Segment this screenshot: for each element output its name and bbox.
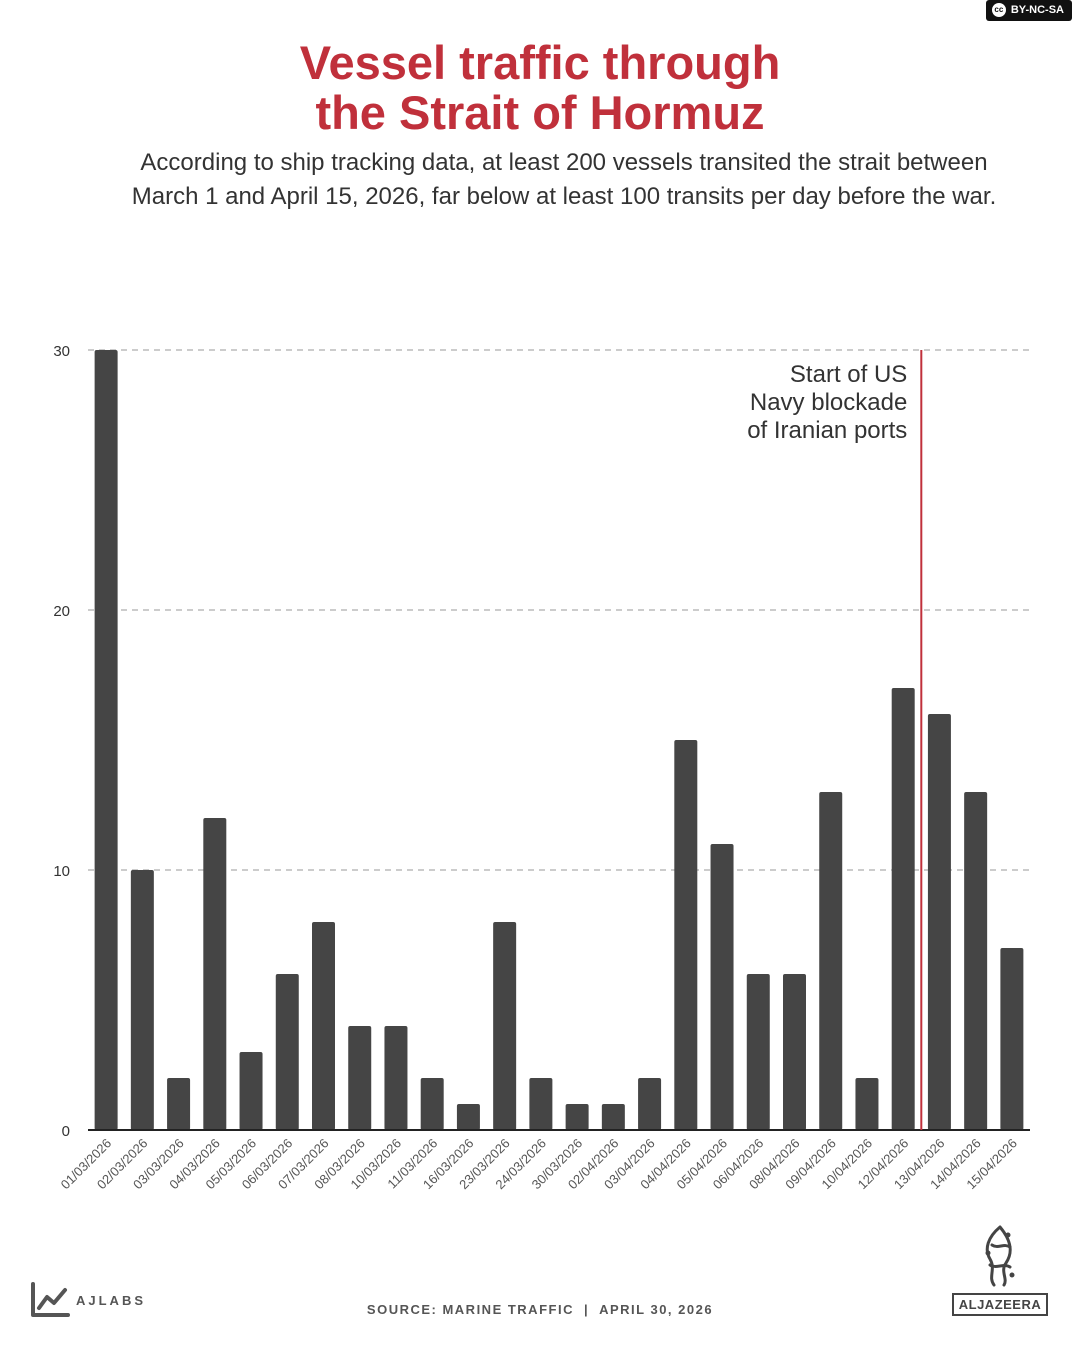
license-badge: cc BY-NC-SA — [985, 0, 1072, 21]
bar — [1000, 948, 1024, 1130]
bar — [710, 844, 734, 1130]
bar — [638, 1078, 662, 1130]
annotation-text: Navy blockade — [750, 389, 907, 416]
aljazeera-wordmark: ALJAZEERA — [951, 1293, 1049, 1316]
license-label: BY-NC-SA — [1010, 4, 1064, 16]
bar — [167, 1078, 191, 1130]
source-date: APRIL 30, 2026 — [599, 1302, 714, 1317]
bar — [348, 1026, 372, 1130]
bar — [130, 870, 154, 1130]
bar — [783, 974, 806, 1130]
bar — [239, 1052, 263, 1130]
bar — [927, 714, 951, 1130]
bar — [456, 1104, 480, 1130]
annotation-text: Start of US — [790, 361, 907, 388]
source-text: SOURCE: MARINE TRAFFIC — [366, 1302, 574, 1317]
line-chart-icon — [31, 1282, 70, 1317]
cc-icon: cc — [991, 3, 1006, 17]
bar — [384, 1026, 408, 1130]
bar — [203, 818, 227, 1130]
bar — [964, 792, 988, 1130]
bar — [891, 688, 915, 1130]
bar — [746, 974, 770, 1130]
annotation-text: of Iranian ports — [747, 417, 907, 444]
y-tick-label: 20 — [53, 603, 70, 620]
aljazeera-logo: ALJAZEERA — [951, 1225, 1049, 1316]
y-tick-label: 10 — [53, 863, 70, 880]
bar — [674, 740, 698, 1130]
bar-chart: 010203001/03/202602/03/202603/03/202604/… — [53, 343, 1030, 1192]
source-line: SOURCE: MARINE TRAFFIC | APRIL 30, 2026 — [0, 1302, 1080, 1317]
bar — [601, 1104, 625, 1130]
aljazeera-calligraphy-icon — [985, 1225, 1015, 1287]
bar — [529, 1078, 553, 1130]
title-line-2: the Strait of Hormuz — [315, 86, 765, 139]
bar — [420, 1078, 444, 1130]
source-separator: | — [583, 1302, 590, 1317]
bar — [819, 792, 843, 1130]
bar — [855, 1078, 879, 1130]
y-tick-label: 30 — [53, 343, 70, 360]
bar — [275, 974, 299, 1130]
page-title: Vessel traffic through the Strait of Hor… — [0, 38, 1080, 138]
y-tick-label: 0 — [62, 1123, 70, 1140]
bar — [565, 1104, 589, 1130]
ajlabs-label: AJLABS — [76, 1292, 147, 1308]
ajlabs-logo: AJLABS — [30, 1282, 146, 1318]
page-subtitle: According to ship tracking data, at leas… — [131, 149, 997, 210]
bar — [493, 922, 517, 1130]
bar — [312, 922, 335, 1130]
title-line-1: Vessel traffic through — [299, 36, 781, 89]
bar — [94, 350, 118, 1130]
